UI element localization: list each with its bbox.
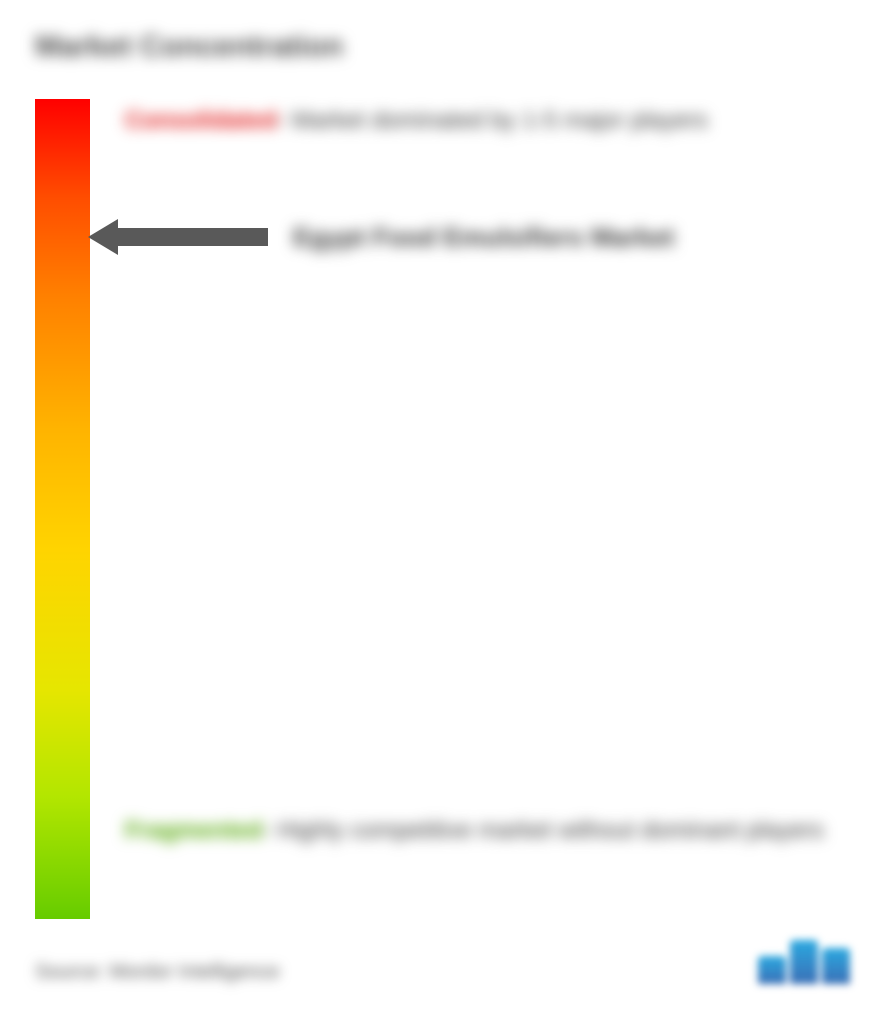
body-area: Consolidated- Market dominated by 1-5 ma…: [35, 99, 850, 919]
footer: Source: Mordor Intelligence: [35, 940, 850, 984]
concentration-gradient-bar: [35, 99, 90, 919]
consolidated-description: Consolidated- Market dominated by 1-5 ma…: [125, 99, 850, 142]
logo-bar-2-icon: [790, 940, 818, 984]
fragmented-description: Fragmented- Highly competitive market wi…: [125, 809, 850, 852]
logo-bar-3-icon: [822, 948, 850, 984]
fragmented-text: Fragmented- Highly competitive market wi…: [125, 809, 850, 852]
fragmented-rest: - Highly competitive market without domi…: [262, 817, 824, 844]
left-arrow-icon: [88, 219, 268, 255]
source-attribution: Source: Mordor Intelligence: [35, 961, 280, 984]
logo-bar-1-icon: [758, 956, 786, 984]
mordor-logo-icon: [758, 940, 850, 984]
market-pointer-row: Egypt Food Emulsifiers Market: [90, 219, 850, 255]
market-name-label: Egypt Food Emulsifiers Market: [293, 222, 674, 253]
arrow-shaft-icon: [118, 228, 268, 246]
page-title: Market Concentration: [35, 30, 850, 64]
infographic-root: Market Concentration Consolidated- Marke…: [0, 0, 885, 1009]
consolidated-label: Consolidated: [125, 107, 277, 134]
consolidated-rest: - Market dominated by 1-5 major players: [277, 107, 708, 134]
fragmented-label: Fragmented: [125, 817, 262, 844]
arrow-head-icon: [88, 219, 118, 255]
consolidated-text: Consolidated- Market dominated by 1-5 ma…: [125, 99, 850, 142]
text-column: Consolidated- Market dominated by 1-5 ma…: [90, 99, 850, 919]
